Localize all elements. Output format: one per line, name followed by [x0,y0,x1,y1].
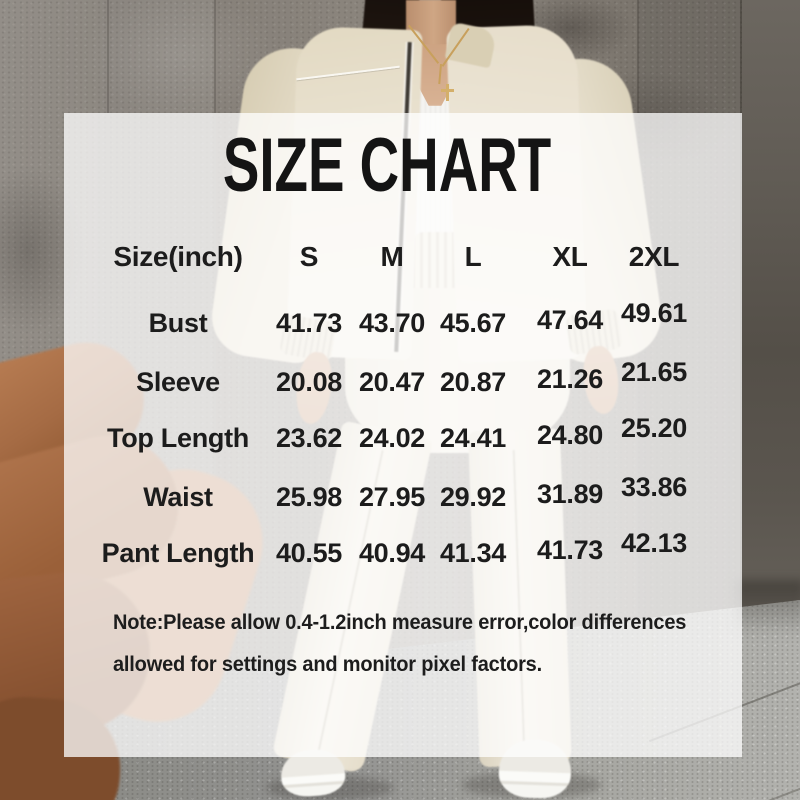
size-value: 41.73 [536,535,604,565]
wall-seam [107,0,109,113]
size-value: 47.64 [536,305,604,335]
cross-pendant [441,89,454,92]
cross-pendant [446,84,449,101]
size-value: 21.26 [536,364,604,394]
size-value: 41.34 [439,538,507,568]
wall-seam [214,0,216,113]
column-header-2xl: 2XL [628,241,680,272]
row-label-waist: Waist [143,482,213,512]
size-value: 41.73 [275,308,343,338]
column-header-xl: XL [552,241,588,272]
wall-seam [637,0,639,113]
size-value: 20.87 [439,367,507,397]
size-value: 27.95 [358,482,426,512]
concrete-wall-dark-panel [742,0,800,640]
size-value: 40.55 [275,538,343,568]
size-value: 29.92 [439,482,507,512]
size-value: 24.80 [536,420,604,450]
size-value: 21.65 [620,357,688,387]
size-value: 31.89 [536,479,604,509]
row-label-sleeve: Sleeve [136,367,220,397]
row-label-pant-length: Pant Length [101,538,255,568]
size-value: 33.86 [620,472,688,502]
size-value: 25.20 [620,413,688,443]
size-value: 49.61 [620,298,688,328]
size-value: 20.47 [358,367,426,397]
size-value: 24.02 [358,423,426,453]
size-value: 43.70 [358,308,426,338]
size-value: 25.98 [275,482,343,512]
column-header-m: M [380,241,404,272]
column-header-l: L [464,241,482,272]
wall-floor-shadow [735,580,800,635]
row-label-bust: Bust [148,308,208,338]
size-value: 23.62 [275,423,343,453]
measure-note-line2: allowed for settings and monitor pixel f… [113,652,542,676]
size-value: 45.67 [439,308,507,338]
translucent-panel [64,113,742,757]
column-header-unit: Size(inch) [113,241,243,272]
column-header-s: S [299,241,319,272]
size-value: 40.94 [358,538,426,568]
row-label-top-length: Top Length [107,423,249,453]
size-value: 20.08 [275,367,343,397]
size-chart-title: SIZE CHART [222,123,552,208]
size-value: 42.13 [620,528,688,558]
measure-note-line1: Note:Please allow 0.4-1.2inch measure er… [113,610,687,634]
size-value: 24.41 [439,423,507,453]
